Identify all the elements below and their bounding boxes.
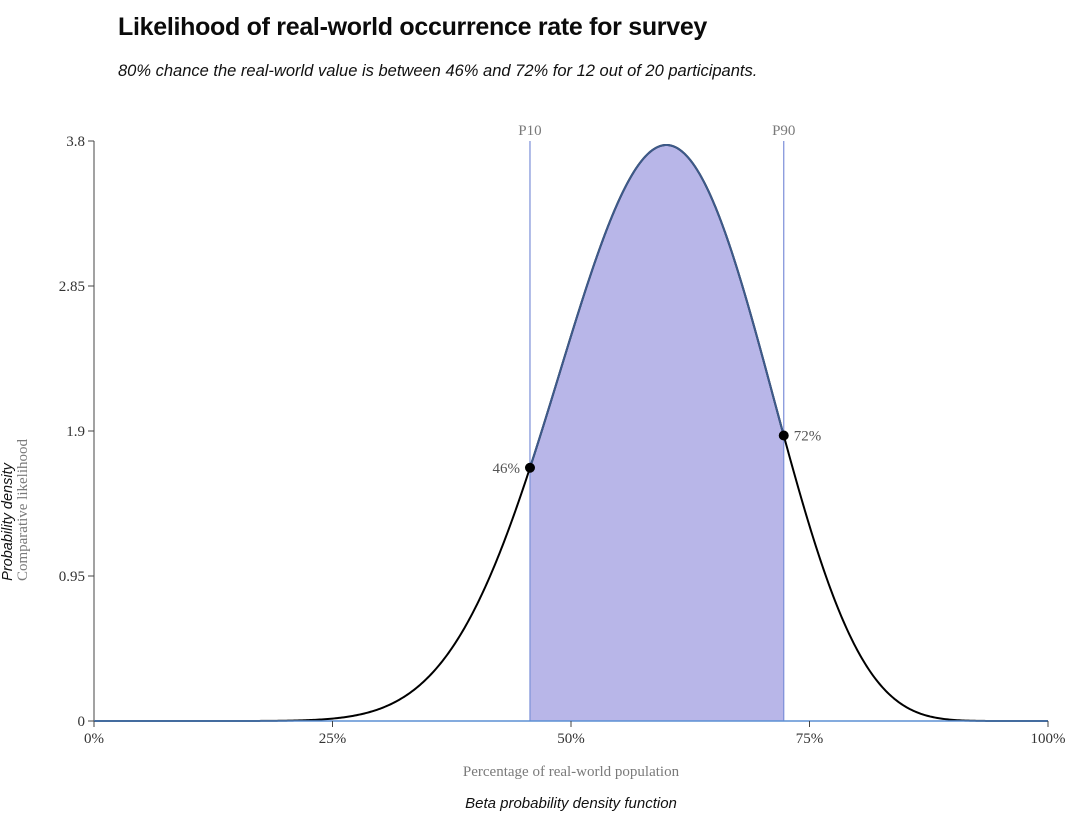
x-tick-label: 25% bbox=[319, 731, 347, 747]
marker-value-label-p10: 46% bbox=[492, 461, 520, 477]
chart-caption: Beta probability density function bbox=[465, 795, 677, 812]
y-tick-label: 2.85 bbox=[59, 279, 85, 295]
x-tick-label: 100% bbox=[1031, 731, 1066, 747]
marker-label-p90: P90 bbox=[772, 123, 795, 139]
density-curve-highlight bbox=[529, 144, 785, 469]
x-axis-label: Percentage of real-world population bbox=[463, 764, 680, 780]
chart-title: Likelihood of real-world occurrence rate… bbox=[118, 13, 708, 41]
y-axis-label-secondary: Comparative likelihood bbox=[15, 438, 31, 581]
y-tick-label: 1.9 bbox=[66, 424, 85, 440]
x-tick-label: 75% bbox=[796, 731, 824, 747]
marker-point-p10 bbox=[524, 462, 535, 473]
marker-point-p90 bbox=[778, 430, 789, 441]
y-axis-label: Probability density bbox=[0, 462, 16, 580]
y-tick-label: 0 bbox=[78, 714, 86, 730]
y-tick-label: 3.8 bbox=[66, 134, 85, 150]
x-tick-label: 0% bbox=[84, 731, 104, 747]
credible-interval-area bbox=[529, 145, 784, 721]
chart-subtitle: 80% chance the real-world value is betwe… bbox=[118, 62, 758, 80]
marker-value-label-p90: 72% bbox=[794, 428, 822, 444]
x-tick-label: 50% bbox=[557, 731, 585, 747]
marker-label-p10: P10 bbox=[518, 123, 541, 139]
y-tick-label: 0.95 bbox=[59, 569, 85, 585]
